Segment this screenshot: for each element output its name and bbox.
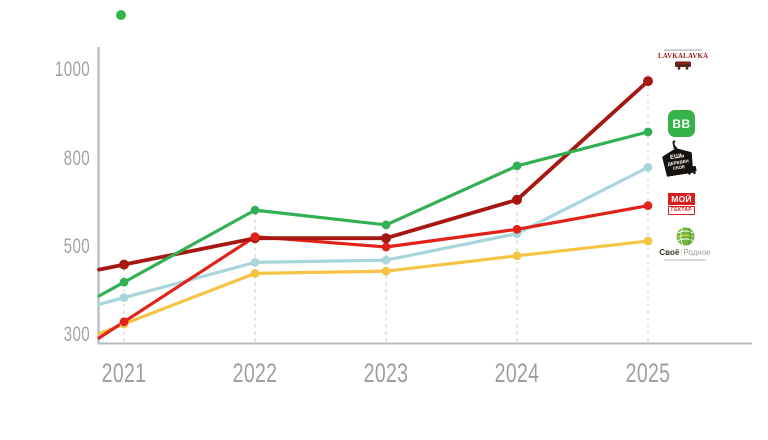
legend-item-svoe-rodnoe: Своё|Родное	[650, 227, 720, 261]
moy-gektar-logo-bottom: ГЕКТАР	[668, 206, 695, 215]
data-point-lavkalavka-2023	[381, 233, 391, 244]
vkusvill-logo-text: ВВ	[672, 116, 691, 131]
data-point-vkusvill-2024	[512, 161, 522, 171]
data-point-esh-2021	[119, 293, 129, 302]
data-point-esh-2025	[643, 162, 653, 172]
legend-item-moy-gektar: МОЙ ГЕКТАР	[668, 193, 695, 215]
svoe-rodnoe-tagline-bar	[664, 259, 706, 261]
stray-green-dot	[116, 10, 126, 20]
data-point-gektar-2023	[381, 242, 391, 252]
esh-logo-line3: СКОЕ	[672, 163, 686, 171]
moy-gektar-logo-top: МОЙ	[668, 193, 695, 205]
data-point-svoe-2024	[512, 251, 522, 261]
data-point-svoe-2025	[643, 236, 653, 246]
data-point-vkusvill-2025	[643, 127, 653, 137]
esh-truck-icon	[686, 165, 697, 175]
data-point-vkusvill-2023	[381, 220, 391, 230]
data-point-lavkalavka-2021	[119, 259, 129, 270]
lavkalavka-logo-text: LAVKALAVKA	[658, 53, 709, 60]
x-tick-label-2023: 2023	[363, 358, 409, 388]
data-point-vkusvill-2022	[250, 205, 260, 215]
series-line-svoe	[97, 239, 650, 336]
rooster-icon	[672, 140, 678, 150]
legend-item-vkusvill: ВВ	[668, 110, 695, 137]
data-point-lavkalavka-2025	[643, 76, 653, 87]
lavkalavka-truck-icon	[675, 61, 691, 70]
data-point-esh-2022	[250, 258, 260, 267]
data-point-lavkalavka-2024	[512, 194, 522, 205]
series-line-lavkalavka	[97, 79, 650, 272]
data-point-gektar-2022	[250, 232, 260, 242]
data-point-gektar-2025	[643, 201, 653, 211]
svoe-rodnoe-sphere-icon	[676, 227, 694, 246]
data-point-svoe-2022	[250, 269, 260, 278]
svoe-separator: |	[680, 248, 683, 257]
lavkalavka-tagline-bar	[664, 49, 702, 51]
x-tick-label-2025: 2025	[625, 358, 671, 388]
data-point-gektar-2021	[119, 317, 129, 327]
rodnoe-text: Родное	[683, 248, 711, 257]
data-point-gektar-2024	[512, 224, 522, 234]
data-point-svoe-2023	[381, 266, 391, 276]
legend-item-lavkalavka: LAVKALAVKA	[658, 49, 708, 70]
x-tick-label-2022: 2022	[232, 358, 278, 388]
x-tick-label-2024: 2024	[494, 358, 540, 388]
y-tick-label-500: 500	[63, 235, 90, 258]
legend-item-esh-derevenskoe: ЕШЬ ДЕРЕВЕН СКОЕ	[660, 140, 700, 182]
svoe-rodnoe-logo-text: Своё|Родное	[650, 248, 720, 257]
series-line-vkusvill	[97, 130, 650, 298]
y-tick-label-300: 300	[63, 323, 90, 346]
data-point-vkusvill-2021	[119, 277, 129, 287]
y-tick-label-800: 800	[63, 146, 90, 170]
x-tick-label-2021: 2021	[101, 358, 147, 388]
svoe-text: Своё	[659, 248, 680, 257]
y-tick-label-1000: 1000	[54, 58, 90, 81]
data-point-esh-2023	[381, 255, 391, 265]
